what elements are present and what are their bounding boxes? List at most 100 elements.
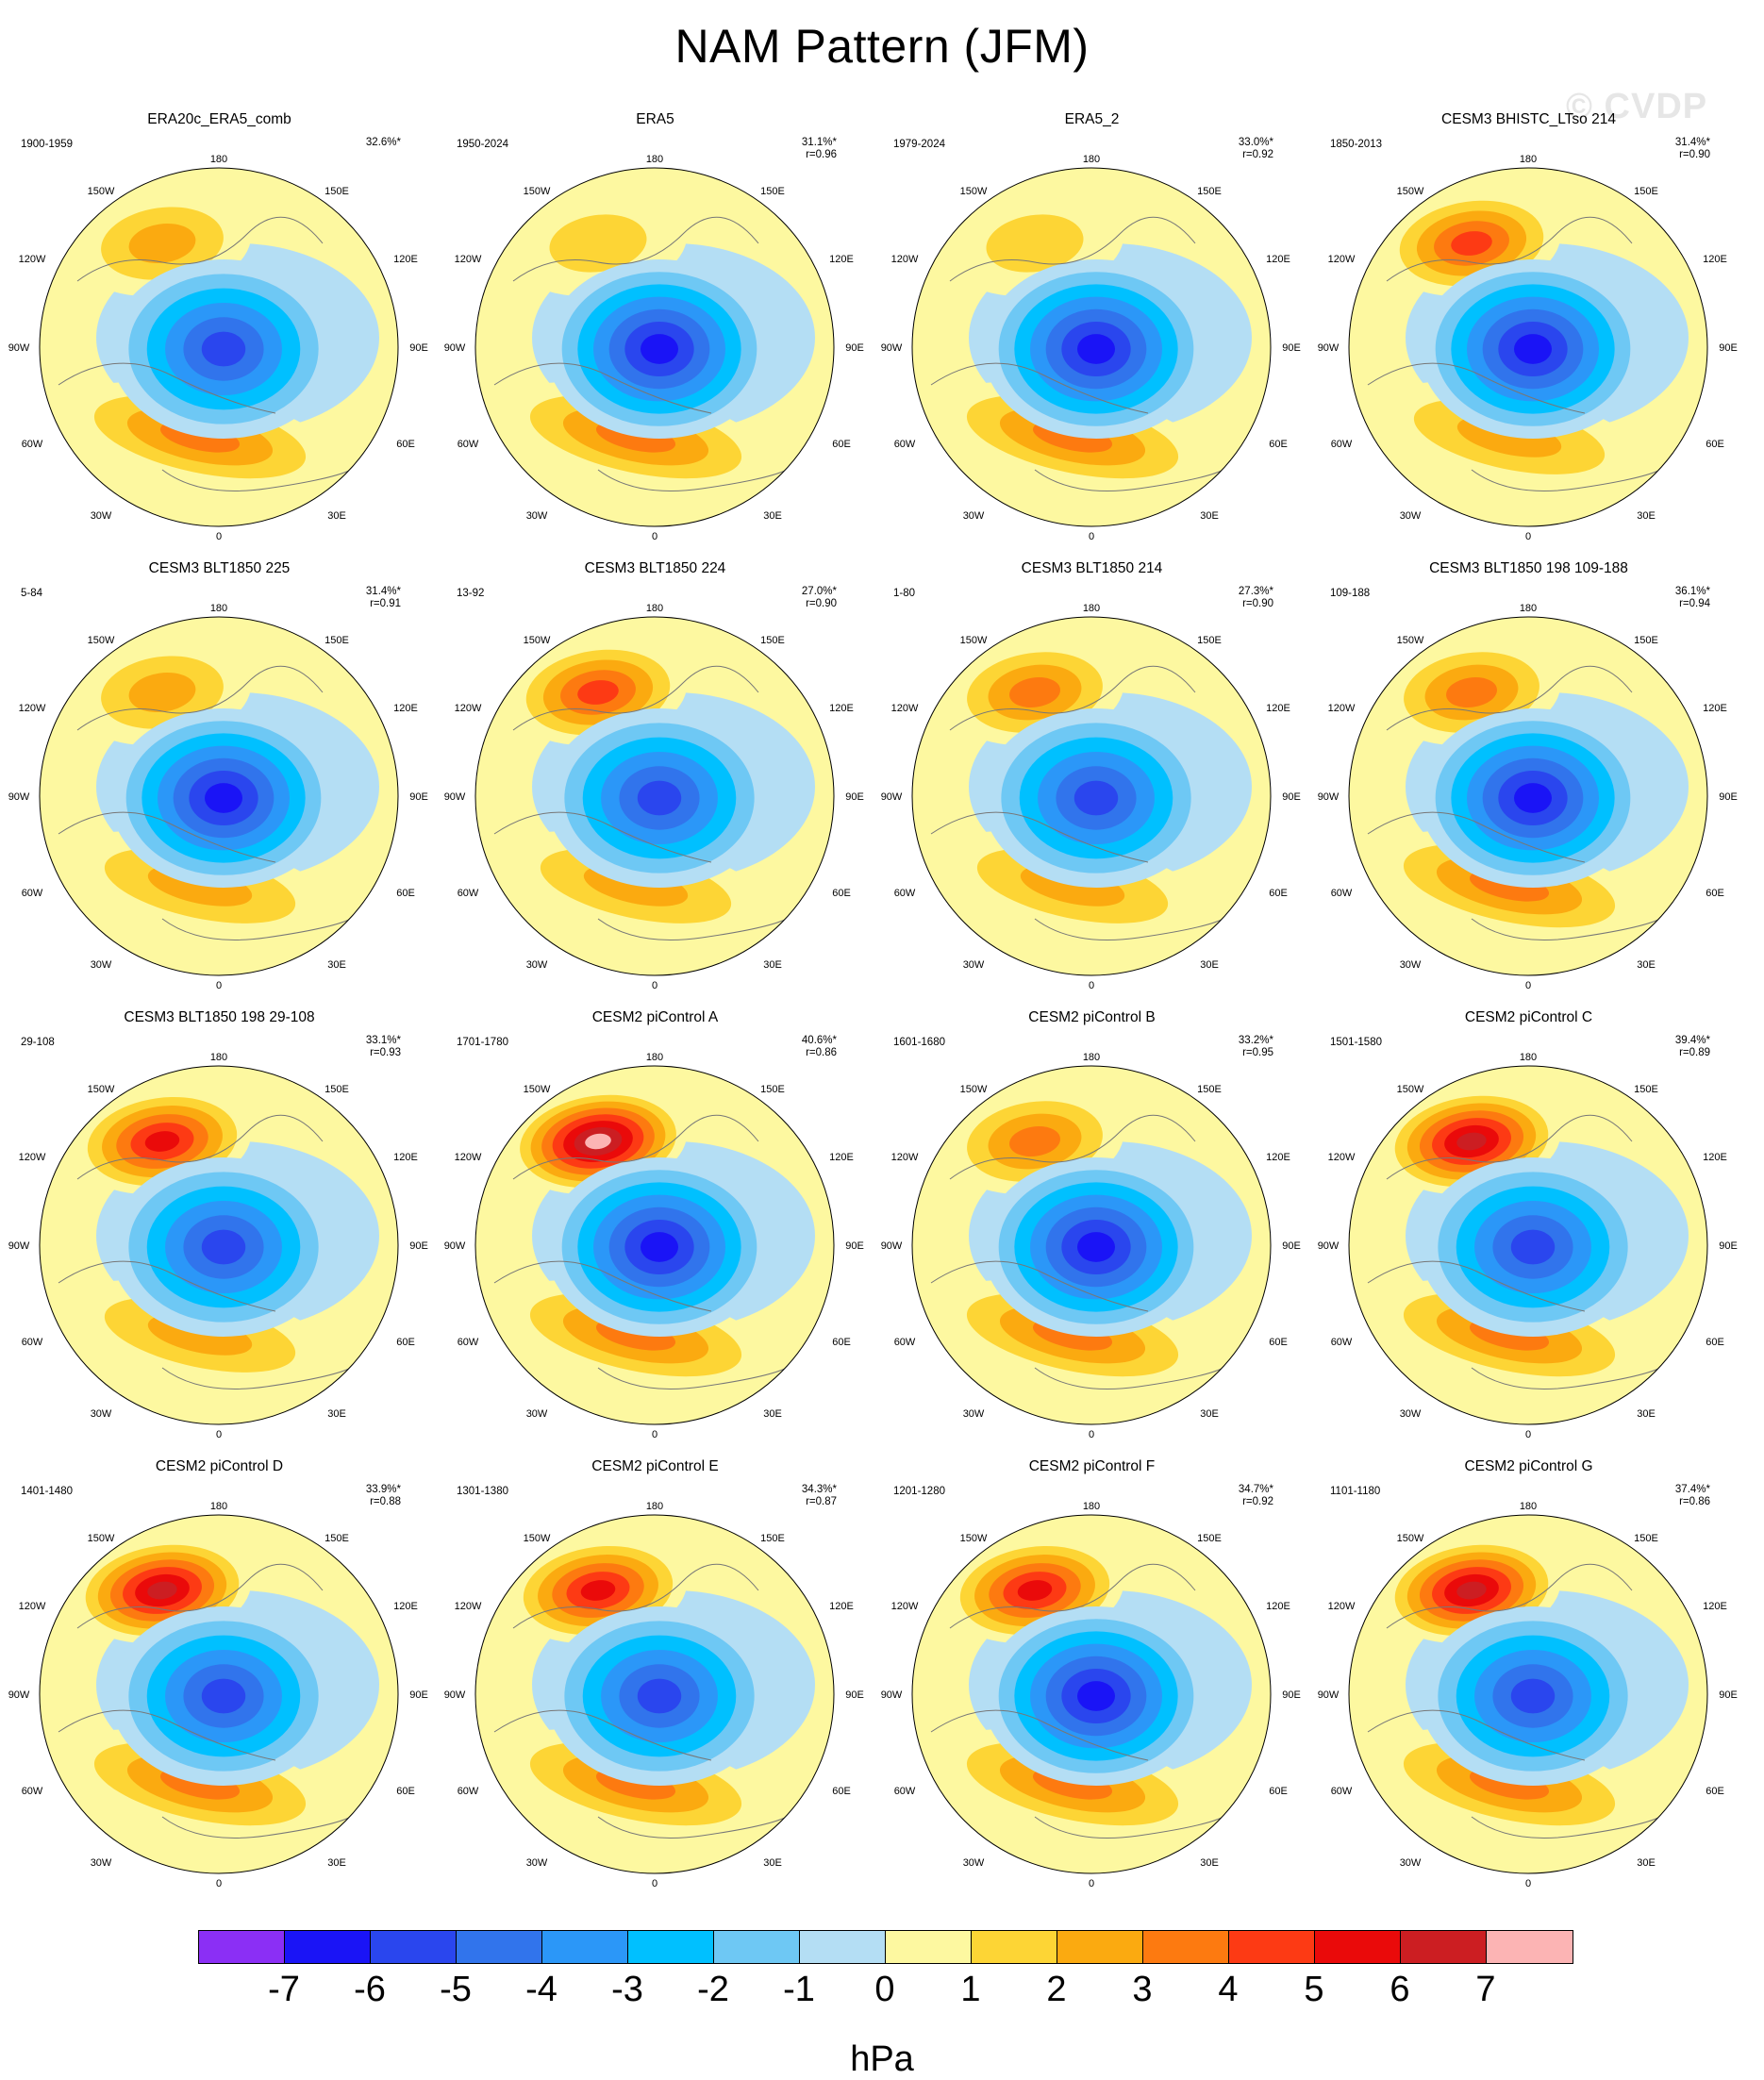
pacific-high-contour [1456, 1581, 1487, 1600]
map-boundary [911, 167, 1272, 527]
map-panel: CESM2 piControl G 180 0 150W 150E 120W 120E 90W… [1309, 1458, 1748, 1902]
longitude-label: 150E [1634, 186, 1658, 197]
pacific-high-contour [128, 223, 196, 264]
arctic-low-contour [637, 1678, 682, 1714]
explained-variance: 34.3%* [802, 1484, 838, 1495]
contour-field [912, 1066, 1271, 1424]
year-range: 1501-1580 [1330, 1037, 1382, 1048]
longitude-label: 30E [1200, 510, 1219, 522]
longitude-label: 120E [1266, 254, 1290, 265]
longitude-label: 150E [325, 635, 349, 646]
longitude-label: 180 [646, 1501, 663, 1512]
longitude-label: 150W [88, 1533, 115, 1544]
map-panel: CESM2 piControl F 180 0 150W 150E 120W 120E 90W… [873, 1458, 1311, 1902]
longitude-label: 150W [1397, 635, 1424, 646]
map-panel: CESM3 BHISTC_LTso 214 180 0 150W 150E 120W 120… [1309, 111, 1748, 555]
longitude-label: 150W [524, 186, 551, 197]
map-boundary [911, 616, 1272, 976]
longitude-label: 180 [1520, 1501, 1537, 1512]
panel-title: CESM2 piControl B [1028, 1009, 1156, 1025]
colorbar-swatch [542, 1931, 628, 1963]
year-range: 13-92 [457, 588, 484, 599]
longitude-label: 150W [524, 1533, 551, 1544]
colorbar-tick-label: 0 [874, 1970, 895, 2009]
longitude-label: 90W [1318, 1689, 1340, 1701]
coastline [1367, 1114, 1661, 1389]
pacific-high-contour [128, 672, 196, 713]
longitude-label: 60W [1331, 888, 1353, 899]
longitude-label: 150E [1197, 635, 1222, 646]
map-panel: CESM3 BLT1850 214 180 0 150W 150E 120W 120E 90W… [873, 560, 1311, 1004]
arctic-low-contour [201, 331, 246, 367]
colorbar-swatch [1401, 1931, 1487, 1963]
arctic-low-contour [201, 1229, 246, 1265]
longitude-label: 60E [832, 439, 851, 450]
longitude-label: 60W [458, 1337, 479, 1348]
longitude-label: 180 [210, 1052, 227, 1063]
longitude-label: 90W [8, 1689, 30, 1701]
longitude-label: 60E [1706, 1337, 1724, 1348]
longitude-label: 180 [210, 1501, 227, 1512]
longitude-label: 30E [327, 959, 346, 971]
longitude-label: 180 [1520, 603, 1537, 614]
longitude-label: 150W [1397, 1533, 1424, 1544]
longitude-label: 120E [829, 1152, 854, 1163]
longitude-label: 60W [22, 1337, 43, 1348]
longitude-label: 120W [1328, 254, 1356, 265]
pacific-high-contour [1451, 231, 1492, 256]
longitude-label: 150E [1197, 186, 1222, 197]
longitude-label: 180 [1083, 1052, 1100, 1063]
longitude-label: 150E [1634, 635, 1658, 646]
longitude-label: 120E [393, 1601, 418, 1612]
explained-variance: 34.7%* [1239, 1484, 1274, 1495]
year-range: 1900-1959 [21, 139, 73, 150]
year-range: 1201-1280 [893, 1486, 945, 1497]
map-boundary [474, 616, 835, 976]
map-boundary [911, 1514, 1272, 1874]
explained-variance: 31.4%* [1675, 137, 1711, 148]
longitude-label: 90E [409, 1240, 428, 1252]
polar-map: 180 0 150W 150E 120W 120E 90W 90E 60W 60E 30W 30E 15… [1318, 1035, 1738, 1440]
colorbar-swatch [371, 1931, 457, 1963]
pacific-high-contour [577, 680, 619, 705]
longitude-label: 30W [1400, 510, 1422, 522]
longitude-label: 30E [1200, 959, 1219, 971]
longitude-label: 150E [760, 1084, 785, 1095]
longitude-label: 90W [444, 342, 466, 354]
coastline [1367, 665, 1661, 940]
pattern-correlation: r=0.89 [1679, 1047, 1710, 1058]
coastline [930, 216, 1224, 491]
colorbar-tick-label: -5 [440, 1970, 472, 2009]
longitude-label: 90E [1282, 1240, 1301, 1252]
longitude-label: 0 [652, 980, 657, 991]
colorbar-swatches [198, 1930, 1573, 1964]
pattern-correlation: r=0.92 [1242, 1496, 1273, 1507]
pacific-high-contour [1009, 1125, 1060, 1157]
panel-title: CESM2 piControl G [1464, 1458, 1593, 1474]
colorbar-tick-label: 5 [1304, 1970, 1324, 2009]
longitude-label: 90W [881, 1689, 903, 1701]
longitude-label: 150W [1397, 186, 1424, 197]
map-boundary [1348, 616, 1708, 976]
colorbar-units-label: hPa [850, 2039, 914, 2079]
pattern-correlation: r=0.87 [806, 1496, 837, 1507]
panel-title: CESM3 BLT1850 198 109-188 [1429, 560, 1628, 576]
polar-map: 180 0 150W 150E 120W 120E 90W 90E 60W 60E 30W 30E 17… [444, 1035, 864, 1440]
arctic-low-contour [201, 1678, 246, 1714]
longitude-label: 60W [458, 1786, 479, 1797]
year-range: 1401-1480 [21, 1486, 73, 1497]
longitude-label: 90E [409, 1689, 428, 1701]
longitude-label: 90E [1282, 342, 1301, 354]
longitude-label: 60E [1269, 439, 1288, 450]
polar-map: 180 0 150W 150E 120W 120E 90W 90E 60W 60E 30W 30E 11… [1318, 1484, 1738, 1889]
polar-map: 180 0 150W 150E 120W 120E 90W 90E 60W 60E 30W 30E 14… [8, 1484, 428, 1889]
pattern-correlation: r=0.86 [806, 1047, 837, 1058]
longitude-label: 150E [760, 1533, 785, 1544]
polar-map: 180 0 150W 150E 120W 120E 90W 90E 60W 60E 30W 30E 13… [444, 586, 864, 991]
contour-field [40, 1066, 398, 1424]
colorbar-swatch [199, 1931, 285, 1963]
longitude-label: 30E [327, 1408, 346, 1420]
longitude-label: 30E [1637, 510, 1656, 522]
coastline [930, 665, 1224, 940]
contour-field [1349, 617, 1707, 975]
